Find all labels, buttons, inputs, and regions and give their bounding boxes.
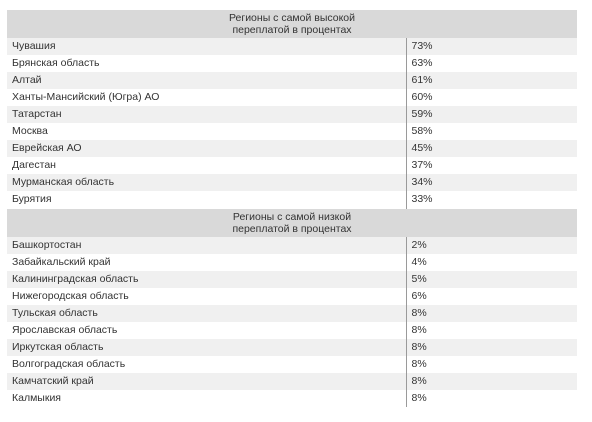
region-name-cell: Тульская область [7,305,407,322]
overpayment-percent-cell: 8% [406,373,577,390]
low-section-header-row: Регионы с самой низкой переплатой в проц… [7,208,577,237]
region-name-cell: Ярославская область [7,322,407,339]
overpayment-percent-cell: 8% [406,305,577,322]
low-section-title-line1: Регионы с самой низкой [232,211,352,223]
region-name-cell: Мурманская область [7,174,407,191]
overpayment-percent-cell: 2% [406,237,577,254]
region-name-cell: Еврейская АО [7,140,407,157]
region-name-cell: Алтай [7,72,407,89]
table-row: Забайкальский край 4% [7,254,577,271]
region-name-cell: Брянская область [7,55,407,72]
table-row: Еврейская АО 45% [7,140,577,157]
region-name-cell: Иркутская область [7,339,407,356]
high-section-body: Чувашия 73% Брянская область 63% Алтай 61% Хан… [7,38,577,209]
table-row: Нижегородская область 6% [7,288,577,305]
region-name-cell: Волгоградская область [7,356,407,373]
table-row: Ярославская область 8% [7,322,577,339]
low-section-header: Регионы с самой низкой переплатой в проц… [7,208,577,237]
overpayment-percent-cell: 6% [406,288,577,305]
overpayment-percent-cell: 60% [406,89,577,106]
table-row: Калмыкия 8% [7,390,577,407]
low-section-body: Башкортостан 2% Забайкальский край 4% Калини… [7,237,577,407]
overpayment-percent-cell: 8% [406,322,577,339]
overpayment-percent-cell: 73% [406,38,577,55]
overpayment-percent-cell: 34% [406,174,577,191]
overpayment-percent-cell: 33% [406,191,577,209]
region-name-cell: Москва [7,123,407,140]
region-name-cell: Забайкальский край [7,254,407,271]
region-name-cell: Калининградская область [7,271,407,288]
table-row: Тульская область 8% [7,305,577,322]
table-row: Волгоградская область 8% [7,356,577,373]
overpayment-percent-cell: 37% [406,157,577,174]
table-row: Камчатский край 8% [7,373,577,390]
low-section-title-line2: переплатой в процентах [232,223,352,235]
region-name-cell: Нижегородская область [7,288,407,305]
low-section-header-group: Регионы с самой низкой переплатой в проц… [7,208,577,237]
region-name-cell: Ханты-Мансийский (Югра) АО [7,89,407,106]
region-name-cell: Татарстан [7,106,407,123]
overpayment-percent-cell: 8% [406,356,577,373]
overpayment-percent-cell: 5% [406,271,577,288]
region-name-cell: Башкортостан [7,237,407,254]
overpayment-table-container: Регионы с самой высокой переплатой в про… [7,9,577,407]
table-row: Калининградская область 5% [7,271,577,288]
high-section-title-line2: переплатой в процентах [232,24,352,36]
table-row: Ханты-Мансийский (Югра) АО 60% [7,89,577,106]
overpayment-percent-cell: 59% [406,106,577,123]
table-row: Чувашия 73% [7,38,577,55]
region-name-cell: Камчатский край [7,373,407,390]
table-row: Дагестан 37% [7,157,577,174]
table-row: Мурманская область 34% [7,174,577,191]
high-section-title-line1: Регионы с самой высокой [228,12,356,24]
table-row: Иркутская область 8% [7,339,577,356]
overpayment-percent-cell: 58% [406,123,577,140]
overpayment-table: Регионы с самой высокой переплатой в про… [7,9,577,407]
table-row: Бурятия 33% [7,191,577,209]
region-name-cell: Чувашия [7,38,407,55]
table-row: Брянская область 63% [7,55,577,72]
high-section-header-row: Регионы с самой высокой переплатой в про… [7,9,577,38]
table-row: Башкортостан 2% [7,237,577,254]
table-row: Татарстан 59% [7,106,577,123]
region-name-cell: Бурятия [7,191,407,209]
high-section-header: Регионы с самой высокой переплатой в про… [7,9,577,38]
region-name-cell: Дагестан [7,157,407,174]
overpayment-percent-cell: 4% [406,254,577,271]
overpayment-percent-cell: 8% [406,390,577,407]
overpayment-percent-cell: 8% [406,339,577,356]
overpayment-percent-cell: 61% [406,72,577,89]
table-row: Москва 58% [7,123,577,140]
table-row: Алтай 61% [7,72,577,89]
overpayment-percent-cell: 45% [406,140,577,157]
region-name-cell: Калмыкия [7,390,407,407]
overpayment-percent-cell: 63% [406,55,577,72]
